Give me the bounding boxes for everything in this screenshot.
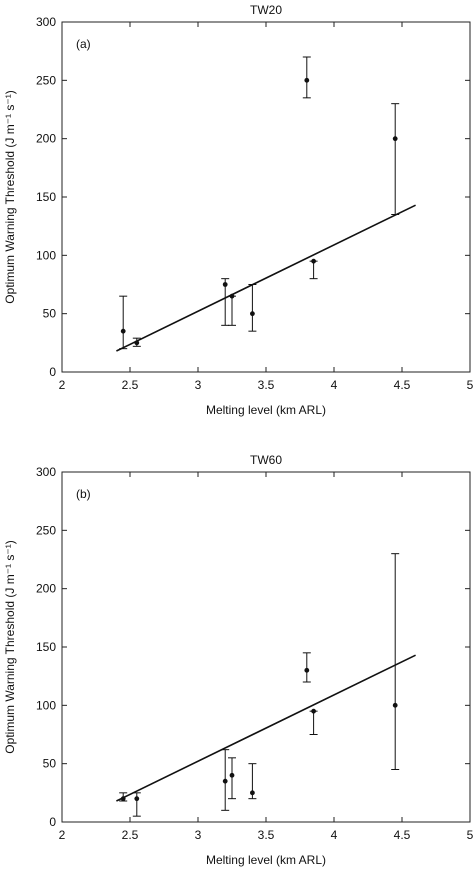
data-point	[134, 340, 140, 346]
x-tick-label: 2	[59, 378, 66, 392]
chart-panel-b: TW60(b)2 2.5 3 3.5 4 4.5 5050100150200250300Me…	[3, 453, 474, 867]
y-tick-label: 0	[49, 815, 56, 829]
y-tick-label: 250	[36, 523, 56, 537]
y-axis-label: Optimum Warning Threshold (J m⁻¹ s⁻¹)	[3, 90, 17, 303]
regression-line	[116, 654, 416, 802]
plot-frame	[61, 471, 471, 823]
y-tick-label: 50	[43, 757, 57, 771]
data-point	[392, 702, 398, 708]
y-tick-label: 150	[36, 190, 56, 204]
y-tick-label: 150	[36, 640, 56, 654]
x-tick-label: 2.5	[122, 828, 139, 842]
chart-panel-a: TW20(a)2 2.5 3 3.5 4 4.5 5050100150200250300Me…	[3, 3, 474, 417]
y-axis-label: Optimum Warning Threshold (J m⁻¹ s⁻¹)	[3, 540, 17, 753]
data-point	[222, 778, 228, 784]
panel-label: (a)	[76, 37, 91, 51]
data-point	[392, 136, 398, 142]
x-tick-label: 5	[467, 828, 474, 842]
x-tick-label: 3.5	[258, 378, 275, 392]
data-point	[304, 667, 310, 673]
data-point	[229, 293, 235, 299]
y-tick-label: 200	[36, 582, 56, 596]
x-tick-label: 4	[331, 378, 338, 392]
data-point	[304, 77, 310, 83]
panel-label: (b)	[76, 487, 91, 501]
data-point	[134, 796, 140, 802]
x-tick-label: 4.5	[394, 378, 411, 392]
data-point	[311, 708, 316, 714]
y-tick-label: 300	[36, 15, 56, 29]
data-point	[120, 796, 126, 802]
y-tick-label: 50	[43, 307, 57, 321]
y-tick-label: 100	[36, 248, 56, 262]
x-tick-label: 3.5	[258, 828, 275, 842]
x-tick-label: 5	[467, 378, 474, 392]
data-point	[250, 790, 255, 796]
y-tick-label: 250	[36, 73, 56, 87]
x-tick-label: 4	[331, 828, 338, 842]
x-tick-label: 2.5	[122, 378, 139, 392]
data-point	[229, 772, 235, 778]
chart-title: TW20	[250, 3, 282, 17]
regression-line	[116, 204, 416, 352]
data-point	[120, 328, 126, 334]
x-tick-label: 4.5	[394, 828, 411, 842]
data-point	[250, 311, 255, 317]
y-tick-label: 200	[36, 132, 56, 146]
x-tick-label: 3	[195, 828, 202, 842]
y-tick-label: 300	[36, 465, 56, 479]
chart-title: TW60	[250, 453, 282, 467]
data-point	[222, 282, 228, 287]
x-axis-label: Melting level (km ARL)	[206, 403, 326, 417]
data-point	[311, 258, 316, 264]
y-tick-label: 0	[49, 365, 56, 379]
y-tick-label: 100	[36, 698, 56, 712]
x-axis-label: Melting level (km ARL)	[206, 853, 326, 867]
x-tick-label: 3	[195, 378, 202, 392]
x-tick-label: 2	[59, 828, 66, 842]
